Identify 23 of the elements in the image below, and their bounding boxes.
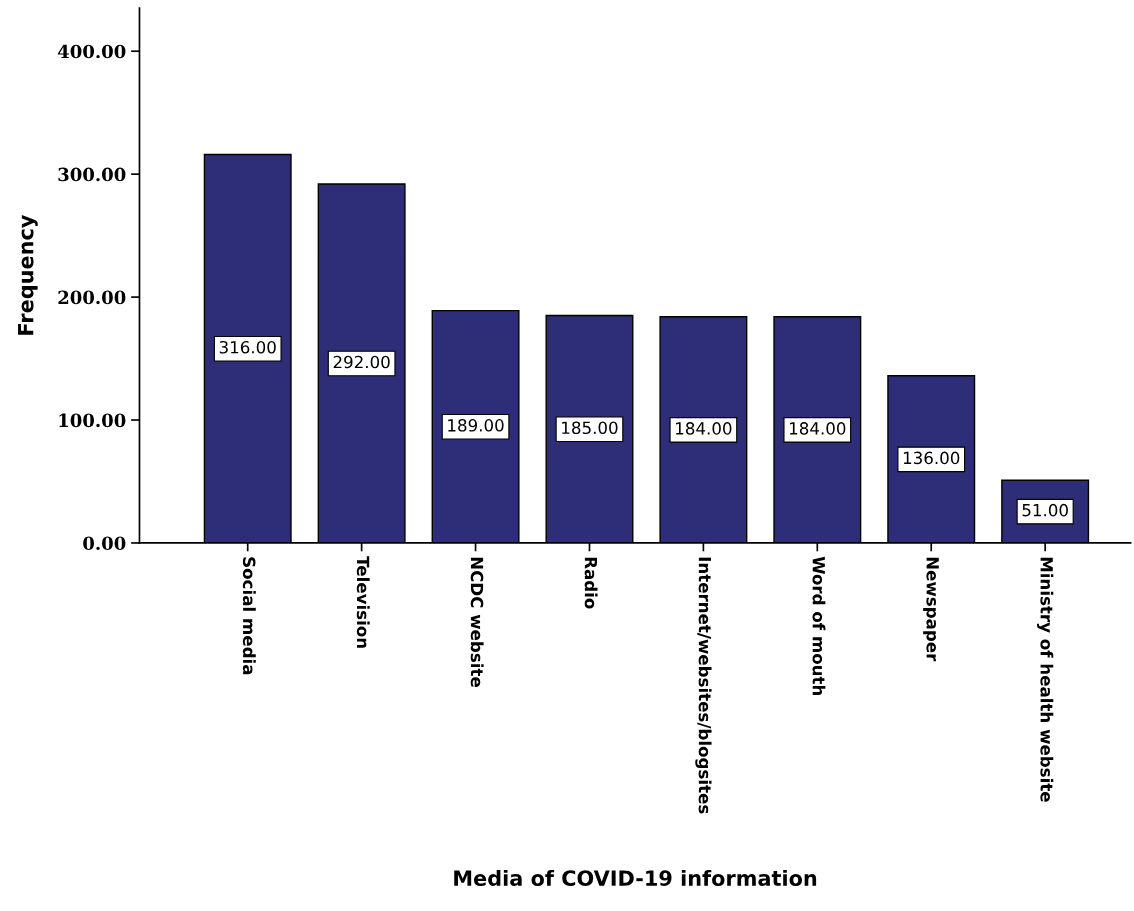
data-label: 184.00 [676, 422, 732, 435]
data-label: 185.00 [562, 421, 618, 435]
y-tick-label: 400.00 [57, 44, 126, 59]
x-tick-label: Television [356, 556, 370, 648]
x-tick-label: NCDC website [470, 557, 484, 687]
data-label: 292.00 [333, 355, 390, 369]
data-label: 189.00 [448, 419, 504, 432]
x-tick-label: Newspaper [923, 557, 939, 662]
x-axis-title: Media of COVID-19 information [454, 869, 817, 886]
x-tick-label: Social media [242, 557, 256, 675]
data-label: 51.00 [1022, 503, 1068, 517]
x-tick-label: Ministry of health website [1037, 557, 1054, 802]
data-label: 316.00 [219, 340, 276, 354]
x-tick-label: Radio [584, 557, 598, 609]
data-label: 184.00 [789, 422, 846, 435]
x-tick-label: Word of mouth [812, 556, 826, 696]
y-axis-title: Frequency [18, 214, 38, 335]
y-tick-label: 100.00 [59, 413, 126, 428]
y-tick-label: 200.00 [58, 290, 126, 305]
y-tick-label: 0.00 [83, 536, 126, 551]
data-label: 136.00 [903, 451, 960, 465]
x-tick-label: Internet/websites/blogsites [695, 557, 712, 814]
y-tick-label: 300.00 [58, 167, 126, 182]
